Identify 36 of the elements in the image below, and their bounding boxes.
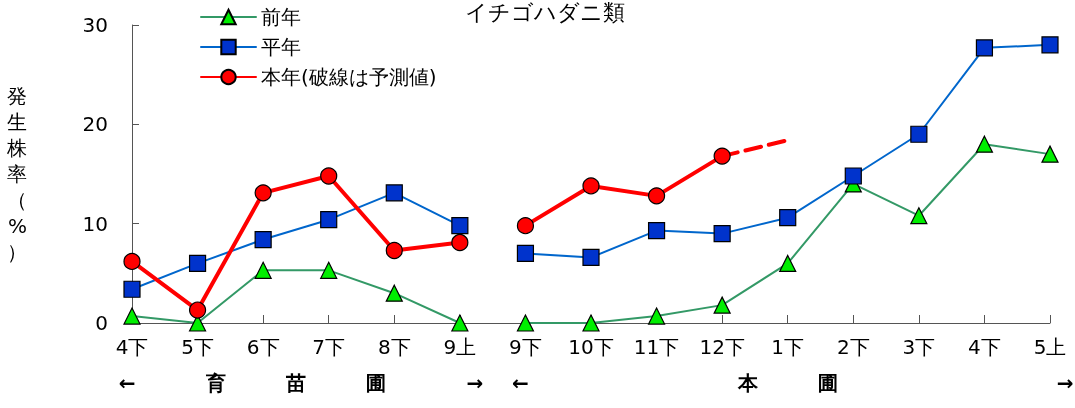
y-tick-label: 0 [95, 311, 108, 335]
x-tick-label: 6下 [246, 335, 280, 359]
y-axis-title: 発生株率（%） [6, 84, 27, 264]
x-tick-label: 9上 [443, 335, 477, 359]
x-tick-label: 12下 [699, 335, 745, 359]
x-tick-label: 10下 [568, 335, 614, 359]
point [320, 167, 338, 185]
legend-label: 前年 [261, 5, 301, 29]
x-tick-label: 5上 [1033, 335, 1067, 359]
point [451, 233, 469, 252]
chart-title: イチゴハダニ類 [465, 0, 625, 25]
x-tick-label: 4下 [115, 335, 149, 359]
point [582, 177, 600, 195]
legend-label: 本年(破線は予測値) [261, 65, 437, 89]
text: ← 本 圃 → [512, 371, 1074, 395]
x-tick-label: 2下 [836, 335, 870, 359]
point [647, 187, 666, 205]
x-tick-label: 8下 [377, 335, 411, 359]
point [713, 147, 731, 165]
text: ← 育 苗 圃 → [118, 371, 484, 395]
legend-label: 平年 [261, 35, 301, 59]
x-tick-label: 11下 [633, 335, 680, 359]
y-tick-label: 30 [82, 13, 108, 37]
x-tick-label: 7下 [312, 335, 346, 359]
point [516, 217, 535, 235]
x-tick-label: 5下 [181, 335, 214, 359]
point [188, 301, 207, 319]
x-tick-label: 9下 [509, 335, 542, 359]
x-tick-label: 4下 [968, 335, 1001, 359]
y-tick-label: 20 [82, 112, 108, 137]
point [123, 252, 141, 271]
point [254, 184, 272, 202]
x-tick-label: 1下 [771, 335, 805, 359]
y-tick-label: 10 [82, 211, 108, 236]
point [385, 241, 403, 260]
x-tick-label: 3下 [902, 335, 936, 359]
